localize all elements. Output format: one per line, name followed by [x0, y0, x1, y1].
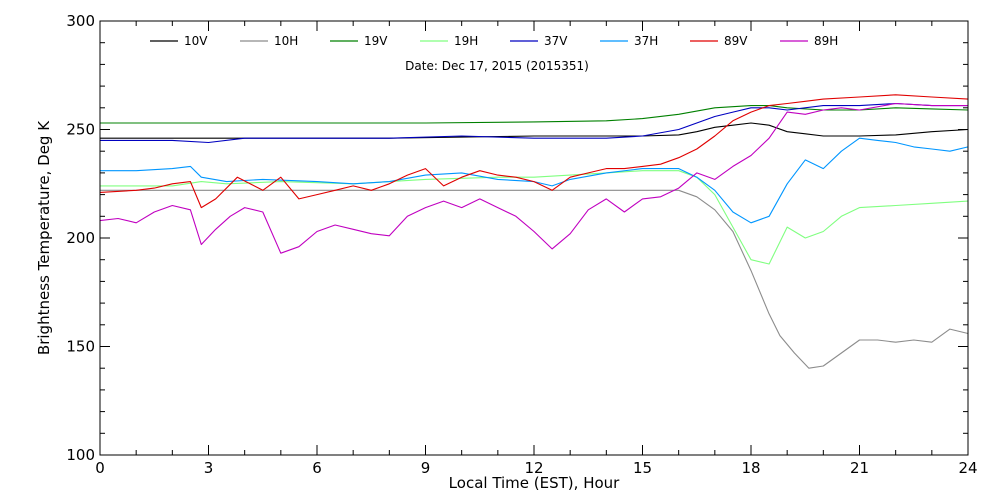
- series-line-89v: [99, 94, 969, 209]
- legend-label-89v: 89V: [724, 34, 748, 48]
- legend: 10V 10H 19V 19H 37V 37H 89V 89H: [150, 34, 838, 48]
- legend-label-10v: 10V: [184, 34, 208, 48]
- legend-label-19v: 19V: [364, 34, 388, 48]
- x-tick-label: 12: [524, 459, 543, 477]
- chart-annotation: Date: Dec 17, 2015 (2015351): [405, 59, 589, 73]
- legend-label-10h: 10H: [274, 34, 298, 48]
- x-tick-label: 0: [95, 459, 105, 477]
- legend-label-37v: 37V: [544, 34, 568, 48]
- x-tick-label: 6: [312, 459, 322, 477]
- series-line-19v: [100, 105, 969, 124]
- series-line-10v: [100, 122, 969, 139]
- y-tick-label: 100: [66, 446, 95, 464]
- legend-label-89h: 89H: [814, 34, 838, 48]
- y-tick-label: 150: [66, 338, 95, 356]
- series-line-19h: [100, 170, 969, 265]
- x-tick-label: 3: [204, 459, 214, 477]
- y-tick-label: 300: [66, 12, 95, 30]
- series-line-89h: [99, 102, 968, 254]
- y-tick-label: 200: [66, 229, 95, 247]
- x-tick-label: 21: [850, 459, 869, 477]
- series-layer: [99, 94, 969, 369]
- y-tick-label: 250: [66, 121, 95, 139]
- x-tick-label: 9: [421, 459, 431, 477]
- series-line-37v: [100, 102, 968, 144]
- series-line-10h: [100, 189, 969, 369]
- ticks-layer: 0 3 6 9 12 15 18 21 24 100 150 200 250 300: [66, 12, 977, 477]
- legend-label-19h: 19H: [454, 34, 478, 48]
- series-line-37h: [100, 137, 969, 224]
- x-axis-title: Local Time (EST), Hour: [449, 474, 620, 492]
- legend-label-37h: 37H: [634, 34, 658, 48]
- x-tick-label: 15: [633, 459, 652, 477]
- x-tick-label: 18: [741, 459, 760, 477]
- x-tick-label: 24: [958, 459, 977, 477]
- y-axis-title: Brightness Temperature, Deg K: [35, 120, 53, 355]
- plot-frame: [99, 20, 969, 456]
